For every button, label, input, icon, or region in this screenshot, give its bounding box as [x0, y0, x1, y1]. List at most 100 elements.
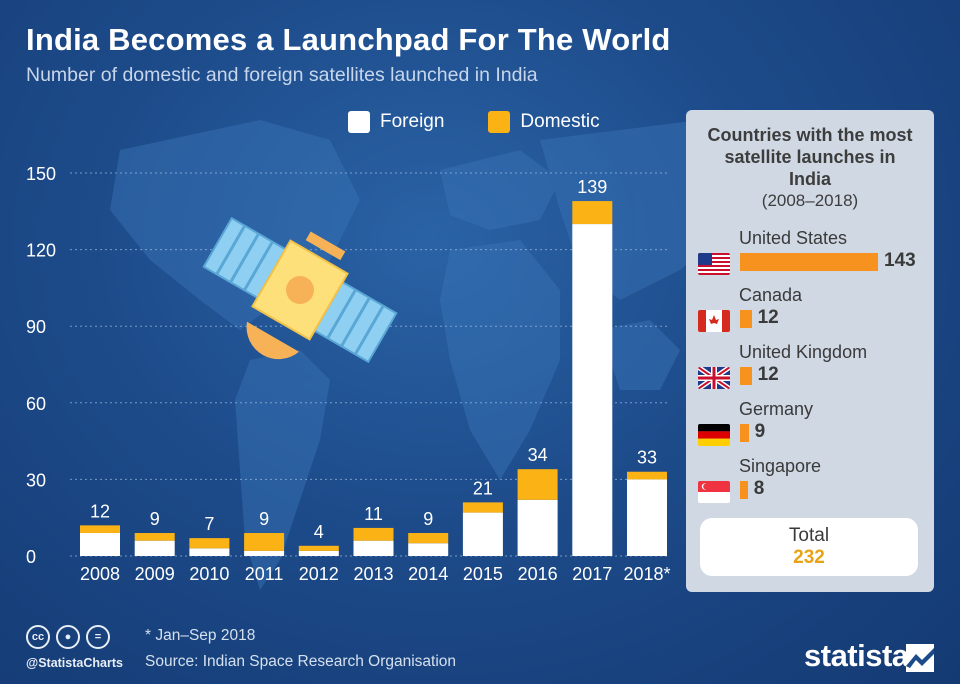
page-subtitle: Number of domestic and foreign satellite…	[26, 64, 538, 86]
source-text: Source: Indian Space Research Organisati…	[145, 653, 457, 670]
bar-foreign	[353, 540, 394, 556]
bar-foreign	[80, 533, 120, 556]
no-derivatives-icon[interactable]: =	[86, 625, 110, 649]
x-tick-label: 2012	[299, 564, 339, 584]
x-tick-labels: 2008 2009 2010 2011 2012 2013 2014 2015 2016 2017…	[80, 564, 671, 584]
bar-foreign	[244, 550, 285, 556]
bar-total-label: 9	[259, 509, 269, 529]
x-tick-label: 2009	[135, 564, 175, 584]
bar-foreign	[408, 543, 449, 556]
y-tick-label: 30	[26, 470, 46, 490]
y-tick-label: 90	[26, 317, 46, 337]
singapore-flag-icon	[698, 481, 730, 503]
panel-subtitle: (2008–2018)	[761, 191, 859, 210]
bar-total-labels: 12 9 7 9 4 11 9 21 34 139 33	[90, 177, 657, 542]
bar-domestic	[572, 201, 613, 225]
social-handle[interactable]: @StatistaCharts	[26, 656, 123, 670]
total-box: Total 232	[700, 518, 918, 576]
bar-foreign	[627, 479, 667, 556]
x-tick-label: 2015	[463, 564, 503, 584]
country-name: Singapore	[739, 456, 822, 476]
x-tick-label: 2018*	[623, 564, 670, 584]
x-tick-label: 2014	[408, 564, 448, 584]
country-name: Canada	[739, 285, 803, 305]
bars	[80, 201, 667, 557]
legend-label-domestic: Domestic	[520, 111, 600, 132]
bar-total-label: 139	[577, 177, 607, 197]
statista-logo[interactable]: statista	[804, 638, 909, 673]
x-tick-label: 2017	[572, 564, 612, 584]
country-bar	[740, 424, 749, 442]
x-tick-label: 2011	[245, 564, 284, 584]
page-title: India Becomes a Launchpad For The World	[26, 22, 671, 57]
footer: cc ● = @StatistaCharts * Jan–Sep 2018 So…	[0, 612, 960, 684]
bar-total-label: 9	[423, 509, 433, 529]
bar-total-label: 4	[314, 522, 324, 542]
statista-logo-mark-icon	[906, 644, 934, 672]
footnote: * Jan–Sep 2018	[145, 627, 256, 644]
bar-foreign	[517, 499, 558, 556]
country-value: 143	[884, 250, 916, 271]
bar-domestic	[189, 538, 230, 549]
total-label: Total	[788, 525, 830, 546]
country-name: United Kingdom	[739, 342, 868, 362]
legend-item-domestic: Domestic	[488, 111, 600, 133]
bar-domestic	[408, 533, 449, 544]
bar-domestic	[462, 502, 503, 513]
country-name: Germany	[739, 399, 814, 419]
bar-domestic	[80, 525, 120, 534]
bar-foreign	[134, 540, 175, 556]
country-value: 8	[753, 478, 765, 499]
canada-flag-icon	[698, 310, 730, 332]
chart-legend: Foreign Domestic	[348, 111, 600, 133]
country-bar	[740, 310, 752, 328]
satellite-icon	[202, 216, 398, 364]
bar-total-label: 7	[204, 514, 214, 534]
bar-domestic	[627, 471, 667, 480]
bar-total-label: 11	[364, 504, 383, 524]
bar-total-label: 12	[90, 501, 110, 521]
bar-foreign	[189, 548, 230, 556]
bar-foreign	[462, 512, 503, 556]
license-icons: cc ● =	[26, 625, 110, 649]
x-tick-label: 2010	[189, 564, 229, 584]
y-tick-labels: 0 30 60 90 120 150	[26, 164, 56, 567]
y-tick-label: 0	[26, 547, 36, 567]
country-bar	[740, 367, 752, 385]
x-tick-label: 2013	[353, 564, 393, 584]
germany-flag-icon	[698, 424, 730, 446]
total-value: 232	[793, 547, 825, 568]
bar-domestic	[353, 527, 394, 541]
y-tick-label: 60	[26, 394, 46, 414]
country-value: 12	[757, 307, 779, 328]
country-name: United States	[739, 228, 848, 248]
country-bar	[740, 481, 748, 499]
cc-license-icon[interactable]: cc	[26, 625, 50, 649]
bar-foreign	[572, 224, 613, 557]
bar-domestic	[244, 533, 285, 551]
country-value: 12	[757, 364, 779, 385]
bar-domestic	[134, 533, 175, 541]
uk-flag-icon	[698, 367, 730, 389]
y-tick-label: 150	[26, 164, 56, 184]
us-flag-icon	[698, 253, 730, 275]
legend-swatch-domestic	[488, 111, 511, 133]
attribution-icon[interactable]: ●	[56, 625, 80, 649]
legend-item-foreign: Foreign	[348, 111, 444, 133]
bar-total-label: 34	[528, 445, 548, 465]
bar-total-label: 21	[473, 478, 493, 498]
bar-total-label: 9	[150, 509, 160, 529]
top-countries-panel: Countries with the most satellite launch…	[686, 110, 934, 592]
country-bar	[740, 253, 878, 271]
bar-domestic	[298, 545, 339, 551]
x-tick-label: 2016	[518, 564, 558, 584]
legend-label-foreign: Foreign	[380, 111, 445, 132]
panel-title: Countries with the most satellite launch…	[707, 125, 913, 189]
legend-swatch-foreign	[348, 111, 370, 133]
x-tick-label: 2008	[80, 564, 120, 584]
country-value: 9	[754, 421, 766, 442]
bar-foreign	[298, 550, 339, 556]
bar-total-label: 33	[637, 448, 657, 468]
y-tick-label: 120	[26, 241, 56, 261]
